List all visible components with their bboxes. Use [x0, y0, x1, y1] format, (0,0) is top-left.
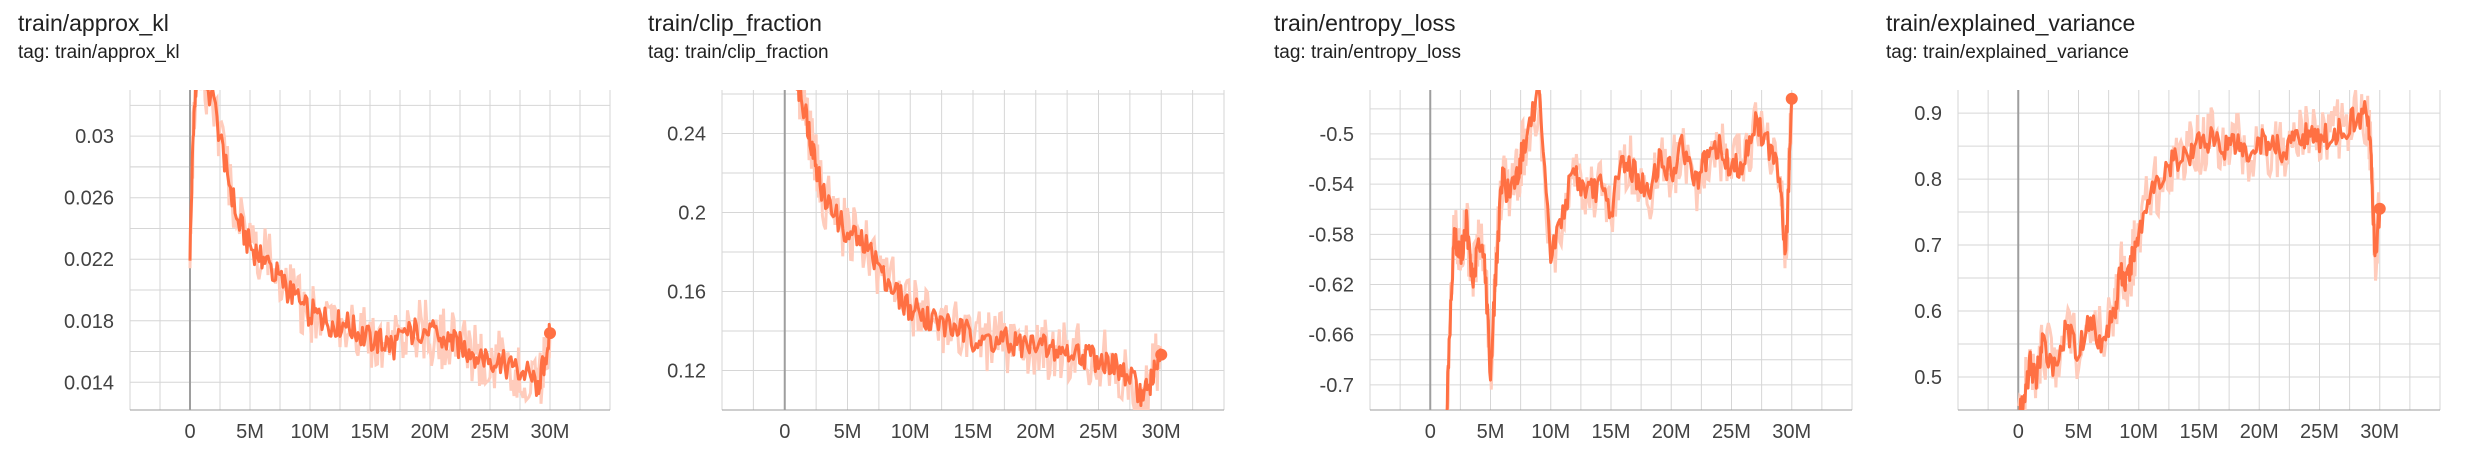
x-tick-label: 5M: [834, 421, 862, 443]
chart-plot: 0 5M 10M 15M 20M 25M 30M 0.014 0.018 0.022 0.026 0.…: [64, 90, 611, 443]
y-tick-label: 0.2: [678, 202, 706, 224]
y-tick-label: 0.014: [64, 372, 114, 394]
x-tick-label: 30M: [531, 421, 570, 443]
x-tick-label: 15M: [954, 421, 993, 443]
raw-series-line: [1445, 93, 1794, 410]
chart-title: train/approx_kl: [18, 10, 169, 36]
y-tick-label: -0.54: [1308, 174, 1354, 196]
chart-title: train/explained_variance: [1886, 10, 2136, 36]
y-tick-label: -0.7: [1320, 375, 1354, 397]
x-tick-label: 30M: [2360, 421, 2399, 443]
chart-tag: tag: train/explained_variance: [1886, 42, 2129, 63]
last-value-dot: [1785, 92, 1798, 105]
y-tick-label: 0.9: [1914, 103, 1942, 125]
y-tick-label: 0.8: [1914, 169, 1942, 191]
y-tick-label: 0.6: [1914, 301, 1942, 323]
y-tick-label: -0.62: [1308, 275, 1354, 297]
chart-card-approx-kl: train/approx_kl tag: train/approx_kl 0 5M…: [0, 0, 620, 462]
y-tick-label: 0.12: [667, 360, 706, 382]
series-0: [188, 90, 552, 404]
x-tick-label: 20M: [1652, 421, 1691, 443]
chart-card-explained-variance: train/explained_variance tag: train/expl…: [1868, 0, 2476, 462]
x-tick-label: 5M: [2065, 421, 2093, 443]
y-tick-label: -0.58: [1308, 224, 1354, 246]
y-tick-label: -0.66: [1308, 325, 1354, 347]
x-tick-label: 10M: [891, 421, 930, 443]
chart-card-clip-fraction: train/clip_fraction tag: train/clip_frac…: [630, 0, 1250, 462]
series-0: [2016, 90, 2382, 410]
x-tick-label: 0: [1425, 421, 1436, 443]
x-tick-label: 0: [184, 421, 195, 443]
x-tick-label: 0: [2013, 421, 2024, 443]
x-tick-label: 25M: [1712, 421, 1751, 443]
chart-tag: tag: train/clip_fraction: [648, 42, 829, 63]
series-0: [795, 90, 1163, 410]
x-tick-label: 10M: [1531, 421, 1570, 443]
x-tick-label: 15M: [2180, 421, 2219, 443]
smoothed-series-line: [1445, 90, 1794, 410]
x-tick-label: 15M: [351, 421, 390, 443]
chart-plot: 0 5M 10M 15M 20M 25M 30M 0.5 0.6 0.7 0.8 0.9: [1914, 90, 2441, 443]
raw-series-line: [2016, 90, 2382, 410]
y-tick-label: 0.018: [64, 311, 114, 333]
y-tick-label: 0.022: [64, 249, 114, 271]
smoothed-series-line: [2018, 99, 2382, 410]
y-tick-label: 0.026: [64, 188, 114, 210]
chart-plot: 0 5M 10M 15M 20M 25M 30M 0.12 0.16 0.2 0.24: [667, 90, 1225, 443]
x-tick-label: 5M: [236, 421, 264, 443]
x-tick-label: 15M: [1592, 421, 1631, 443]
x-tick-label: 0: [779, 421, 790, 443]
chart-plot: 0 5M 10M 15M 20M 25M 30M -0.7 -0.66 -0.62 -0.58 -0.…: [1308, 90, 1853, 443]
x-tick-label: 30M: [1142, 421, 1181, 443]
y-tick-label: -0.5: [1320, 124, 1354, 146]
x-tick-label: 20M: [1016, 421, 1055, 443]
y-tick-label: 0.16: [667, 281, 706, 303]
x-tick-label: 5M: [1477, 421, 1505, 443]
x-tick-label: 20M: [411, 421, 450, 443]
smoothed-series-line: [795, 90, 1163, 408]
x-tick-label: 20M: [2240, 421, 2279, 443]
x-tick-label: 30M: [1772, 421, 1811, 443]
x-tick-label: 10M: [2119, 421, 2158, 443]
x-tick-label: 10M: [291, 421, 330, 443]
raw-series-line: [797, 90, 1163, 410]
y-tick-label: 0.5: [1914, 367, 1942, 389]
y-tick-label: 0.7: [1914, 235, 1942, 257]
smoothed-series-line: [188, 90, 552, 398]
chart-title: train/clip_fraction: [648, 10, 822, 36]
series-0: [1445, 90, 1794, 410]
last-value-dot: [2373, 202, 2386, 215]
x-tick-label: 25M: [2300, 421, 2339, 443]
y-tick-label: 0.03: [75, 126, 114, 148]
x-tick-label: 25M: [1079, 421, 1118, 443]
last-value-dot: [1155, 348, 1168, 361]
chart-title: train/entropy_loss: [1274, 10, 1456, 36]
chart-card-entropy-loss: train/entropy_loss tag: train/entropy_lo…: [1256, 0, 1876, 462]
last-value-dot: [544, 327, 556, 340]
x-tick-label: 25M: [471, 421, 510, 443]
y-tick-label: 0.24: [667, 123, 706, 145]
chart-tag: tag: train/entropy_loss: [1274, 42, 1461, 63]
chart-tag: tag: train/approx_kl: [18, 42, 180, 63]
